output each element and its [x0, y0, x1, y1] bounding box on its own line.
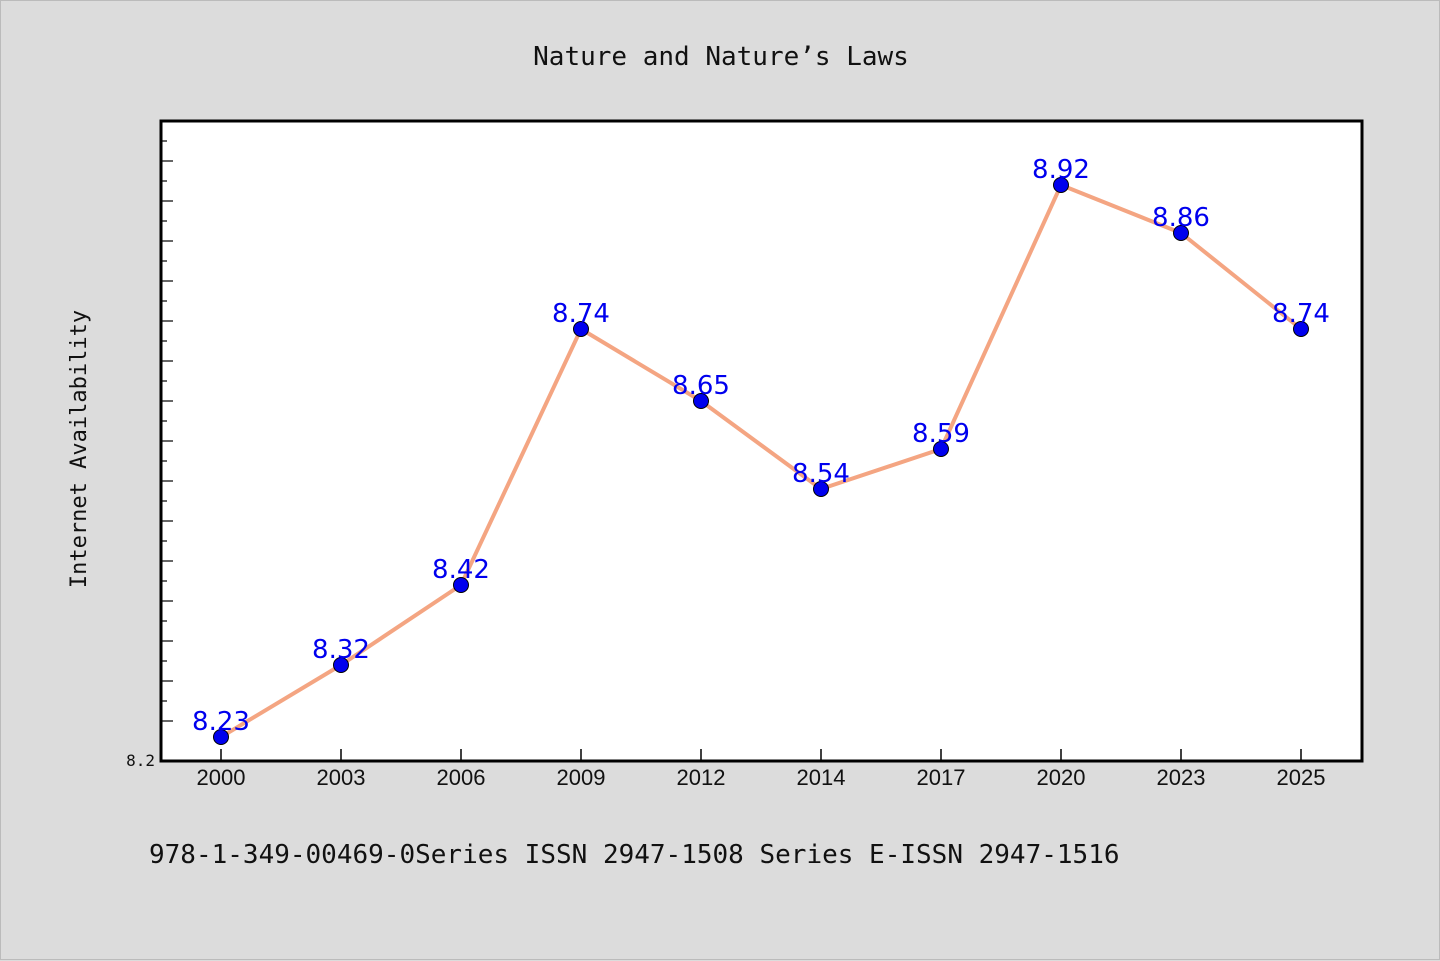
data-point	[933, 441, 949, 457]
data-labels: 8.23 8.32 8.42 8.74 8.65 8.54 8.59 8.92 8.86 8.74	[192, 155, 1330, 737]
x-tick-label: 2012	[677, 765, 726, 790]
chart-title: Nature and Nature’s Laws	[533, 42, 909, 72]
data-label: 8.92	[1032, 155, 1090, 185]
y-axis-tick-labels: 8.2	[126, 751, 155, 770]
series-line-group	[219, 183, 1303, 739]
y-axis-minor-ticks	[161, 140, 173, 722]
data-label: 8.54	[792, 459, 850, 489]
footer-isbn-text: 978-1-349-00469-0Series ISSN 2947-1508 S…	[149, 840, 1120, 870]
data-point	[813, 481, 829, 497]
data-label: 8.32	[312, 635, 370, 665]
data-markers	[213, 177, 1309, 745]
data-label: 8.23	[192, 707, 250, 737]
x-tick-label: 2017	[917, 765, 966, 790]
series-line	[219, 183, 1303, 739]
x-axis-tick-labels: 2000 2003 2006 2009 2012 2014 2017 2020 2023 2025	[197, 765, 1326, 790]
x-tick-label: 2009	[557, 765, 606, 790]
y-axis-label: Internet Availability	[67, 310, 92, 588]
x-tick-label: 2000	[197, 765, 246, 790]
data-label: 8.59	[912, 419, 970, 449]
x-tick-label: 2023	[1157, 765, 1206, 790]
data-label: 8.42	[432, 555, 490, 585]
data-point	[1053, 177, 1069, 193]
data-point	[1293, 321, 1309, 337]
y-tick-label: 8.2	[126, 751, 155, 770]
data-label: 8.65	[672, 371, 730, 401]
x-tick-label: 2003	[317, 765, 366, 790]
data-point	[693, 393, 709, 409]
x-tick-label: 2020	[1037, 765, 1086, 790]
x-tick-label: 2025	[1277, 765, 1326, 790]
data-point	[1173, 225, 1189, 241]
plot-area	[159, 119, 1364, 763]
x-tick-label: 2014	[797, 765, 846, 790]
data-point	[453, 577, 469, 593]
data-label: 8.86	[1152, 203, 1210, 233]
x-tick-label: 2006	[437, 765, 486, 790]
data-label: 8.74	[1272, 299, 1330, 329]
data-point	[573, 321, 589, 337]
data-point	[333, 657, 349, 673]
data-point	[213, 729, 229, 745]
x-axis-ticks	[220, 749, 1302, 761]
data-label: 8.74	[552, 299, 610, 329]
